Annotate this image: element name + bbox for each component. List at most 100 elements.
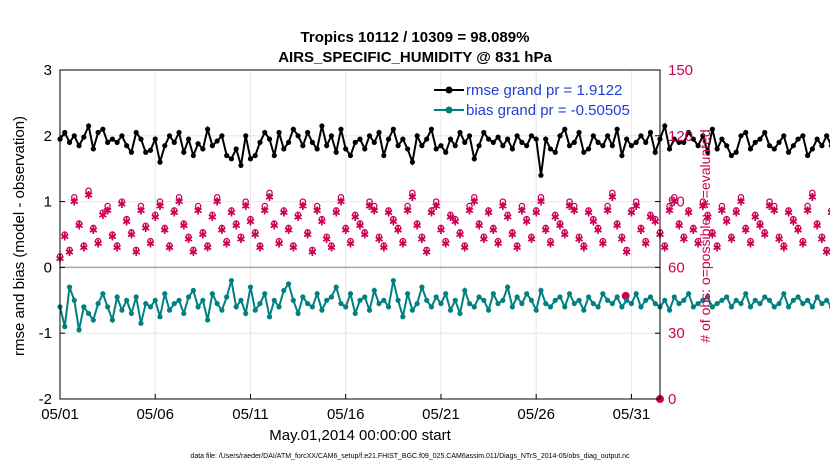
rmse-point — [681, 139, 687, 145]
rmse-point — [590, 133, 596, 139]
bias-point — [771, 304, 777, 310]
obs-evaluated-point: ✱ — [636, 224, 645, 237]
rmse-point — [200, 146, 206, 152]
obs-possible-point — [261, 202, 269, 210]
obs-possible-point — [551, 211, 559, 219]
rmse-point — [485, 136, 492, 142]
obs-possible-point — [609, 189, 616, 197]
bias-point — [547, 304, 554, 310]
obs-evaluated-point: ✱ — [113, 242, 122, 255]
obs-possible-point — [266, 189, 273, 197]
rmse-point — [619, 152, 625, 159]
bias-point — [114, 294, 120, 300]
rmse-point — [466, 133, 473, 139]
rmse-point — [266, 136, 273, 142]
x-axis-label: May.01,2014 00:00:00 start — [269, 427, 451, 444]
rmse-point — [719, 136, 725, 142]
rmse-point — [62, 129, 68, 136]
obs-possible-point — [490, 224, 497, 232]
obs-possible-point — [471, 193, 478, 201]
obs-possible-point — [156, 198, 164, 205]
rmse-point — [452, 143, 458, 149]
rmse-point — [476, 143, 482, 149]
obs-evaluated-point: ✱ — [474, 220, 483, 233]
rmse-point — [224, 152, 230, 159]
rmse-point — [124, 143, 130, 149]
obs-evaluated-point: ✱ — [155, 200, 164, 213]
obs-possible-point — [347, 237, 354, 245]
bias-point — [766, 297, 773, 303]
bias-point — [290, 297, 296, 303]
bias-point — [262, 291, 268, 297]
obs-evaluated-point: ✱ — [160, 224, 169, 237]
obs-evaluated-point: ✱ — [422, 246, 431, 259]
obs-possible-point — [585, 207, 592, 214]
obs-evaluated-point: ✱ — [327, 242, 336, 255]
bias-point — [800, 300, 806, 307]
obs-evaluated-point: ✱ — [560, 229, 569, 242]
obs-evaluated-point: ✱ — [817, 233, 826, 246]
obs-possible-point — [661, 242, 669, 249]
rmse-point — [281, 146, 287, 152]
rmse-point — [90, 146, 96, 152]
rmse-point — [152, 136, 158, 142]
obs-possible-point — [137, 202, 145, 210]
obs-possible-point — [75, 220, 83, 227]
obs-possible-point — [823, 246, 830, 254]
obs-possible-point — [647, 211, 654, 219]
bias-point — [424, 297, 430, 303]
rmse-point — [205, 126, 211, 132]
bias-point — [300, 294, 306, 300]
obs-possible-point — [66, 246, 73, 254]
obs-evaluated-point: ✱ — [60, 231, 69, 244]
rmse-point — [428, 126, 435, 132]
bias-point — [552, 297, 558, 303]
obs-evaluated-point: ✱ — [693, 237, 702, 250]
obs-evaluated-point: ✱ — [93, 237, 102, 250]
obs-evaluated-point: ✱ — [122, 215, 131, 228]
y-left-tick-label: 2 — [44, 128, 52, 145]
bias-point — [166, 307, 173, 313]
bias-point — [276, 304, 282, 310]
obs-possible-point — [794, 224, 802, 232]
obs-evaluated-point: ✱ — [308, 246, 317, 259]
rmse-point — [100, 126, 106, 132]
obs-evaluated-point: ✱ — [441, 237, 450, 250]
bias-point — [400, 314, 406, 320]
obs-possible-point — [204, 242, 211, 249]
rmse-point — [714, 146, 720, 152]
rmse-point — [109, 136, 115, 142]
obs-possible-point — [704, 211, 711, 219]
obs-possible-point — [199, 229, 207, 236]
obs-possible-point — [242, 198, 249, 205]
bias-point — [128, 310, 135, 317]
bias-point — [371, 287, 377, 294]
y-right-tick-label: 120 — [668, 128, 693, 145]
obs-possible-point — [699, 198, 707, 205]
obs-evaluated-point: ✱ — [313, 204, 322, 217]
bias-point — [376, 300, 382, 307]
legend: rmse grand pr = 1.9122 bias grand pr = -… — [434, 82, 630, 119]
rmse-point — [362, 146, 368, 152]
obs-evaluated-point: ✱ — [279, 207, 288, 220]
bias-point — [609, 300, 615, 307]
obs-evaluated-point: ✱ — [370, 204, 379, 217]
rmse-point — [457, 129, 463, 136]
bias-point — [733, 297, 739, 303]
obs-evaluated-point: ✱ — [360, 229, 369, 242]
rmse-point — [305, 129, 311, 136]
obs-evaluated-point: ✱ — [574, 233, 583, 246]
rmse-point — [624, 136, 630, 142]
rmse-point — [400, 136, 406, 142]
obs-evaluated-point: ✱ — [732, 207, 741, 220]
obs-possible-point — [623, 246, 630, 254]
bias-point — [133, 294, 139, 300]
obs-evaluated-point: ✱ — [393, 224, 402, 237]
bias-point — [295, 310, 301, 317]
obs-evaluated-point: ✱ — [374, 233, 383, 246]
obs-evaluated-point: ✱ — [132, 246, 141, 259]
obs-possible-point — [318, 215, 326, 223]
rmse-point — [552, 149, 558, 155]
bias-point — [671, 294, 677, 300]
